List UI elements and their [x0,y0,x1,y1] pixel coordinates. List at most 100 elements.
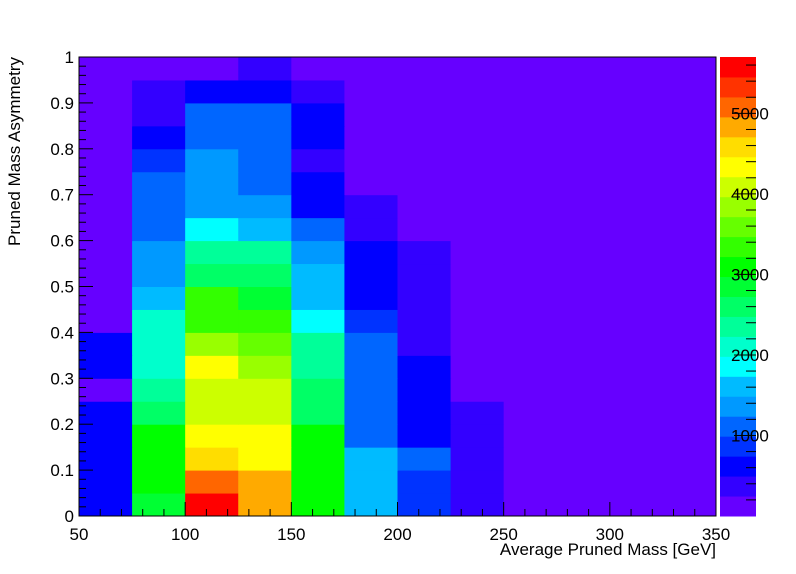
colorbar: 1000 2000 3000 4000 5000 [720,57,769,517]
heatmap-cell [397,57,452,81]
colorbar-swatch [720,176,756,198]
heatmap-cell [79,355,133,379]
heatmap-cell [238,286,292,310]
colorbar-swatch [720,256,756,278]
heatmap-cell [79,332,133,356]
heatmap-cell [238,309,292,333]
heatmap-cell [662,309,717,333]
heatmap-cell [450,102,505,127]
heatmap-cell [450,125,505,150]
heatmap-cell [609,470,664,494]
heatmap-cell [185,493,239,517]
heatmap-cell [397,171,452,196]
x-tick-label: 250 [489,525,517,544]
heatmap-cell [291,470,345,494]
heatmap-cell [291,194,345,219]
heatmap-cell [450,263,505,287]
colorbar-tick-label: 4000 [731,185,769,204]
heatmap-cell [609,493,664,517]
heatmap-cell [556,470,611,494]
heatmap-cell [344,194,398,219]
heatmap-cell [662,217,717,242]
heatmap-cell [291,125,345,150]
heatmap-cell [132,332,186,356]
heatmap-cell [503,355,558,379]
heatmap-cell [609,424,664,448]
heatmap-cell [556,171,611,196]
heatmap-cell [132,355,186,379]
y-tick-label: 0.4 [50,323,74,342]
heatmap-cell [79,125,133,150]
heatmap-cell [397,447,452,471]
heatmap-cell [662,194,717,219]
heatmap-cell [79,263,133,287]
heatmap-cell [185,125,239,150]
heatmap-cell [503,263,558,287]
heatmap-cell [291,102,345,127]
heatmap-cell [503,79,558,104]
heatmap-cell [238,57,292,81]
colorbar-swatch [720,136,756,158]
x-axis-title: Average Pruned Mass [GeV] [500,540,716,559]
heatmap-cell [662,171,717,196]
heatmap-cell [662,240,717,265]
heatmap-cell [450,447,505,471]
heatmap-cell [132,125,186,150]
heatmap-cell [662,447,717,471]
heatmap-cell [662,57,717,81]
heatmap-cell [132,148,186,173]
y-axis-title: Pruned Mass Asymmetry [5,57,24,246]
heatmap-cell [450,79,505,104]
colorbar-tick-label: 3000 [731,265,769,284]
colorbar-swatch [720,76,756,98]
heatmap-cell [450,309,505,333]
heatmap-cell [609,217,664,242]
heatmap-cell [79,286,133,310]
heatmap-cell [79,309,133,333]
heatmap-cell [397,401,452,425]
heatmap-cell [397,102,452,127]
x-tick-label: 300 [596,525,624,544]
heatmap-cell [397,194,452,219]
heatmap-cell [450,470,505,494]
colorbar-swatch [720,96,756,118]
heatmap-cell [79,217,133,242]
heatmap-cell [185,79,239,104]
heatmap-cell [132,493,186,517]
heatmap-cell [291,148,345,173]
heatmap-cell [344,79,398,104]
heatmap-cell [291,263,345,287]
heatmap-cell [397,148,452,173]
heatmap-cell [503,194,558,219]
heatmap-cell [291,57,345,81]
heatmap-cell [556,286,611,310]
heatmap-cell [185,57,239,81]
heatmap-cell [556,447,611,471]
heatmap-cell [450,493,505,517]
heatmap-cell [344,378,398,402]
heatmap-cell [609,286,664,310]
heatmap-cell [609,57,664,81]
heatmap-cell [291,309,345,333]
heatmap-cell [291,79,345,104]
heatmap-cell [238,424,292,448]
heatmap-cell [132,286,186,310]
heatmap-cell [609,194,664,219]
heatmap-cell [450,378,505,402]
heatmap-cell [450,171,505,196]
heatmap-cell [79,401,133,425]
heatmap-cell [556,240,611,265]
heatmap-cell [238,263,292,287]
heatmap-cell [344,493,398,517]
heatmap-cell [556,355,611,379]
heatmap-cell [503,309,558,333]
heatmap-cell [662,148,717,173]
heatmap-cell [503,240,558,265]
y-tick-label: 1 [65,48,74,67]
heatmap-cell [79,102,133,127]
y-tick-label: 0.7 [50,186,74,205]
heatmap-cell [503,217,558,242]
heatmap-cell [185,378,239,402]
heatmap-cell [238,378,292,402]
